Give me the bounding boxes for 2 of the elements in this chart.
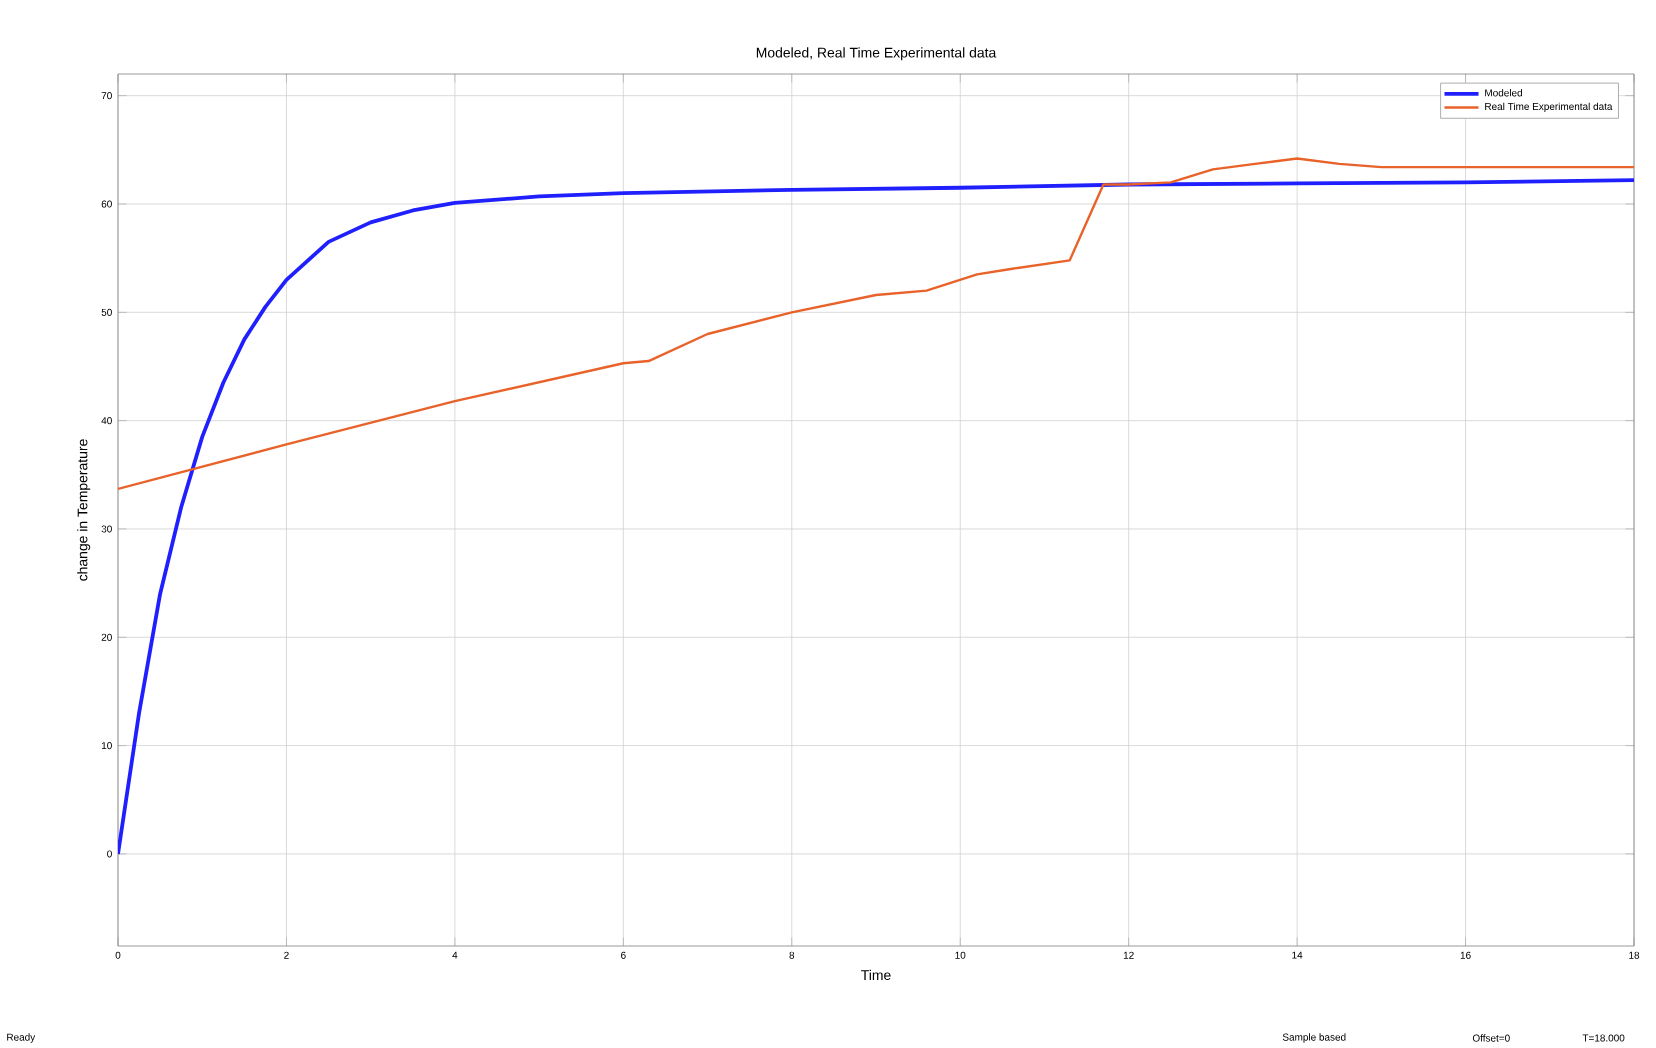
line-series	[118, 157, 1635, 491]
line-series	[118, 178, 1635, 856]
